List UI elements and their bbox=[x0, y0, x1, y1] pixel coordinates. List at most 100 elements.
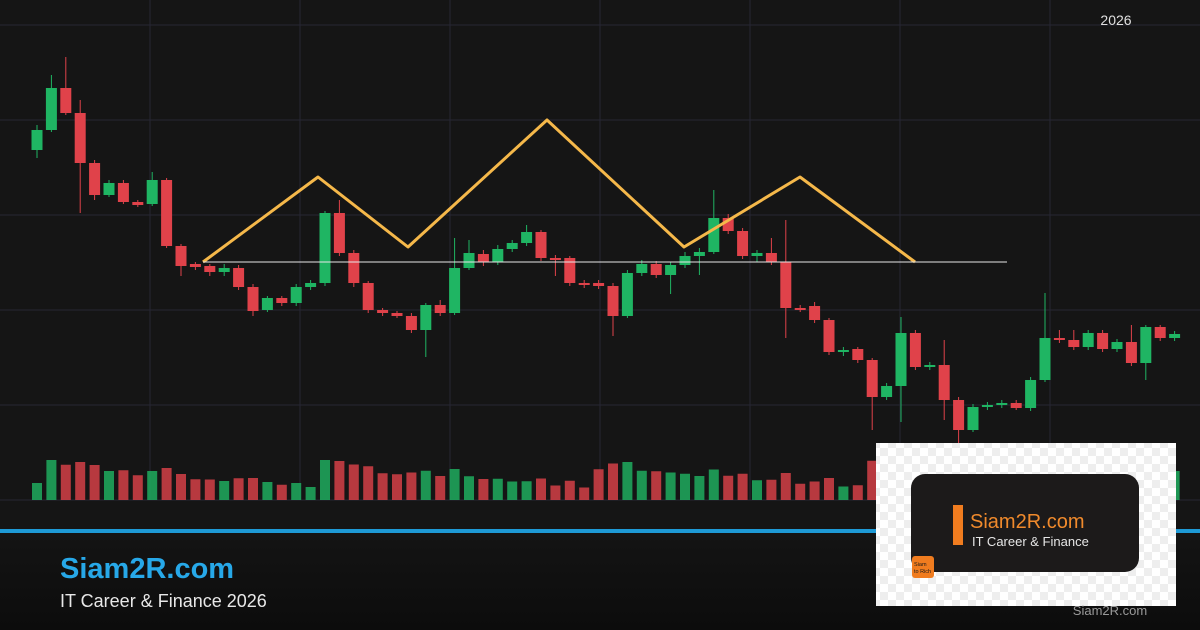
candle-body bbox=[492, 249, 504, 262]
volume-bar bbox=[420, 470, 431, 500]
candle-body bbox=[146, 180, 158, 204]
candle-body bbox=[621, 273, 633, 316]
candle-body bbox=[765, 253, 777, 262]
candle-body bbox=[132, 202, 144, 205]
candle-body bbox=[909, 333, 921, 367]
candle-body bbox=[204, 266, 216, 272]
candle-body bbox=[722, 218, 734, 231]
candle-body bbox=[1082, 333, 1094, 347]
candle-body bbox=[895, 333, 907, 386]
candle-body bbox=[45, 88, 57, 130]
candle-body bbox=[290, 287, 302, 303]
candle-body bbox=[175, 246, 187, 266]
volume-bar bbox=[780, 473, 791, 500]
volume-bar bbox=[521, 481, 532, 500]
grid bbox=[0, 0, 1200, 501]
volume-bar bbox=[795, 483, 806, 500]
candle-body bbox=[780, 262, 792, 308]
volume-bar bbox=[132, 475, 143, 500]
candle-body bbox=[852, 349, 864, 360]
candle-body bbox=[794, 308, 806, 310]
volume-bar bbox=[622, 462, 633, 500]
candle-body bbox=[276, 298, 288, 303]
candle-body bbox=[247, 287, 259, 311]
candle-body bbox=[60, 88, 72, 113]
candle-body bbox=[348, 253, 360, 283]
volume-bar bbox=[867, 460, 878, 500]
volume-bar bbox=[406, 472, 417, 500]
logo-name: Siam2R.com bbox=[970, 511, 1084, 533]
candle-body bbox=[650, 264, 662, 275]
volume-bar bbox=[262, 482, 273, 500]
volume-bar bbox=[665, 472, 676, 500]
volume-bar bbox=[809, 481, 820, 500]
candle-body bbox=[1169, 334, 1181, 338]
candle-body bbox=[405, 316, 417, 330]
volume-bar bbox=[824, 478, 834, 500]
volume-bar bbox=[651, 471, 662, 500]
volume-bar bbox=[464, 476, 474, 500]
candle-body bbox=[319, 213, 331, 283]
year-label: 2026 bbox=[1100, 12, 1131, 28]
candle-body bbox=[564, 258, 576, 283]
volume-bar bbox=[161, 468, 172, 500]
badge-line1: Siam bbox=[914, 562, 927, 568]
candle-body bbox=[665, 265, 677, 275]
volume-bar bbox=[334, 461, 345, 500]
volume-bar bbox=[104, 471, 114, 500]
volume-bar bbox=[46, 460, 57, 500]
candle-body bbox=[261, 298, 273, 310]
candle-body bbox=[463, 253, 475, 268]
candle-body bbox=[708, 218, 720, 252]
candle-body bbox=[1025, 380, 1037, 408]
volume-bar bbox=[852, 485, 863, 500]
candle-body bbox=[31, 130, 43, 150]
candle-body bbox=[521, 232, 533, 243]
volume-bar bbox=[363, 466, 374, 500]
candle-body bbox=[1068, 340, 1080, 347]
volume-bar bbox=[680, 473, 690, 500]
candle-body bbox=[578, 283, 590, 285]
badge-line2: to Rich bbox=[914, 569, 931, 575]
candle-body bbox=[1125, 342, 1137, 363]
candle-body bbox=[89, 163, 101, 195]
candle-body bbox=[549, 258, 561, 260]
volume-bar bbox=[550, 485, 561, 500]
candle-body bbox=[1097, 333, 1109, 349]
logo-plate bbox=[911, 474, 1139, 572]
accent-line bbox=[0, 529, 1200, 533]
volume-bar bbox=[147, 471, 158, 500]
volume-bar bbox=[248, 478, 258, 500]
candle-body bbox=[218, 268, 230, 272]
volume-bar bbox=[219, 481, 230, 500]
candle-body bbox=[996, 403, 1008, 405]
candle-body bbox=[809, 306, 821, 320]
volume-bar bbox=[478, 479, 489, 500]
candle-body bbox=[636, 264, 648, 273]
volume-bar bbox=[636, 470, 647, 500]
candle-body bbox=[1010, 403, 1022, 408]
candle-body bbox=[103, 183, 115, 195]
volume-bar bbox=[507, 481, 518, 500]
candle-body bbox=[161, 180, 173, 246]
volume-bar bbox=[752, 480, 762, 500]
volume-bar bbox=[75, 462, 86, 500]
logo-badge bbox=[912, 556, 934, 578]
candle-body bbox=[737, 231, 749, 256]
candle-body bbox=[1140, 327, 1152, 363]
candle-body bbox=[953, 400, 965, 430]
candle-body bbox=[1039, 338, 1051, 380]
candle-body bbox=[449, 268, 461, 313]
candle-body bbox=[866, 360, 878, 397]
logo-bar bbox=[953, 505, 963, 545]
volume-bar bbox=[392, 474, 402, 500]
volume-bar bbox=[737, 473, 748, 500]
volume-bar bbox=[60, 464, 71, 500]
candle-body bbox=[434, 305, 446, 313]
candle-body bbox=[751, 253, 763, 256]
candle-body bbox=[1053, 338, 1065, 340]
candle-body bbox=[189, 264, 201, 267]
volume-bar bbox=[320, 460, 330, 500]
